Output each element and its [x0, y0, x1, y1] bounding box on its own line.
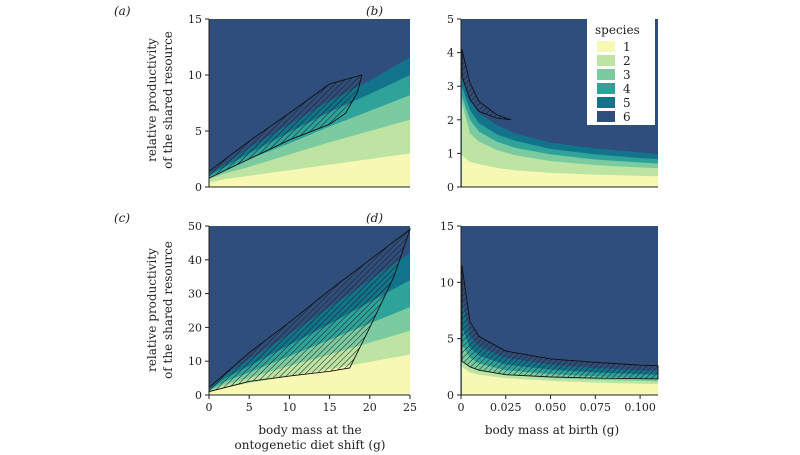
y-tick-label: 2: [447, 114, 454, 127]
y-tick-label: 20: [188, 321, 202, 334]
y-axis-label-top: relative productivity: [145, 38, 159, 162]
panel-label: (b): [366, 4, 383, 18]
x-tick-label: 15: [323, 401, 337, 414]
panel-label: (a): [114, 4, 131, 18]
panel-label: (c): [114, 211, 130, 225]
y-tick-label: 10: [440, 276, 454, 289]
legend-entry-label: 3: [623, 68, 631, 82]
x-tick-label: 0: [458, 401, 465, 414]
y-tick-label: 5: [447, 13, 454, 26]
panel-2: 0 10 20 30 40 50 0 5 10 15 20 25 (c): [114, 211, 417, 414]
panel-3: 0 5 10 15 0 0.025 0.050 0.075 0.100 (d): [366, 211, 659, 414]
x-axis-label-left-1: body mass at the: [258, 423, 361, 437]
x-tick-label: 20: [363, 401, 377, 414]
y-tick-label: 5: [195, 125, 202, 138]
hatched-region: [208, 228, 411, 393]
y-axis-label-bottom: relative productivity: [145, 248, 159, 372]
x-tick-label: 25: [403, 401, 417, 414]
panel-label: (d): [366, 211, 383, 225]
legend-swatch: [597, 111, 615, 122]
y-tick-label: 3: [447, 80, 454, 93]
band-species-1: [461, 366, 658, 395]
legend-swatch: [597, 83, 615, 94]
legend-title: species: [595, 23, 640, 37]
x-tick-label: 0.050: [535, 401, 567, 414]
band-species-1: [461, 155, 658, 187]
y-tick-label: 15: [440, 220, 454, 233]
hatched-region: [208, 74, 363, 179]
hatched-region: [461, 49, 512, 121]
x-axis-label-left-2: ontogenetic diet shift (g): [235, 438, 386, 452]
panel-0: 0 5 10 15 (a): [114, 4, 410, 194]
legend-swatch: [597, 41, 615, 52]
y-tick-label: 0: [195, 181, 202, 194]
y-tick-label: 0: [195, 389, 202, 402]
x-tick-label: 0.100: [624, 401, 656, 414]
band-species-1: [209, 153, 410, 187]
y-axis-label-top-2: of the shared resource: [161, 31, 175, 169]
y-tick-label: 10: [188, 69, 202, 82]
x-tick-label: 0.025: [490, 401, 522, 414]
y-tick-label: 0: [447, 389, 454, 402]
legend-swatch: [597, 69, 615, 80]
y-tick-label: 5: [447, 333, 454, 346]
x-tick-label: 0: [206, 401, 213, 414]
legend-swatch: [597, 55, 615, 66]
band-species-2: [461, 103, 658, 187]
legend-entry-label: 1: [623, 40, 631, 54]
y-tick-label: 40: [188, 254, 202, 267]
y-tick-label: 1: [447, 147, 454, 160]
band-species-1: [209, 354, 410, 395]
y-tick-label: 30: [188, 288, 202, 301]
y-axis-label-bottom-2: of the shared resource: [161, 241, 175, 379]
y-tick-label: 4: [447, 47, 454, 60]
legend-entry-label: 5: [623, 96, 631, 110]
legend-entry-label: 6: [623, 110, 631, 124]
y-tick-label: 50: [188, 220, 202, 233]
x-tick-label: 0.075: [580, 401, 612, 414]
legend-entry-label: 4: [623, 82, 631, 96]
hatched-region: [461, 265, 659, 380]
legend-swatch: [597, 97, 615, 108]
legend-entry-label: 2: [623, 54, 631, 68]
y-tick-label: 0: [447, 181, 454, 194]
y-tick-label: 10: [188, 355, 202, 368]
x-tick-label: 5: [246, 401, 253, 414]
y-tick-label: 15: [188, 13, 202, 26]
x-tick-label: 10: [282, 401, 296, 414]
x-axis-label-right: body mass at birth (g): [485, 423, 619, 437]
